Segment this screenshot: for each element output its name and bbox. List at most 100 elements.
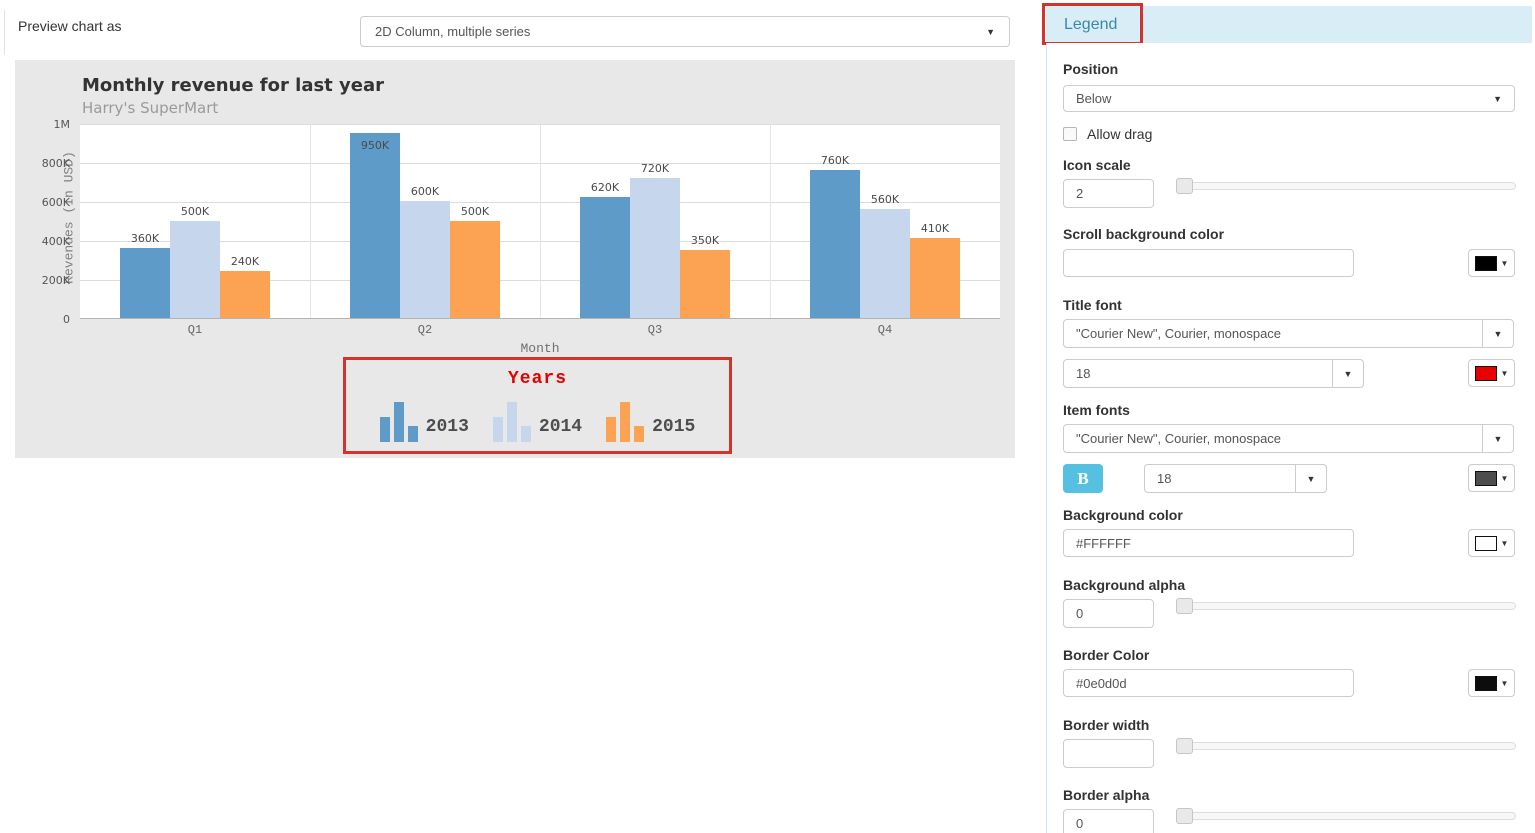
position-select[interactable]: Below ▼ [1063, 85, 1515, 112]
x-axis-title: Month [520, 341, 560, 356]
border-alpha-slider-handle[interactable] [1176, 808, 1193, 824]
bar-value-label: 350K [690, 233, 720, 247]
y-tick-label: 0 [63, 313, 70, 326]
border-color-picker[interactable]: ▼ [1468, 669, 1515, 697]
allow-drag-label: Allow drag [1087, 126, 1153, 142]
icon-scale-slider-track[interactable] [1177, 182, 1516, 190]
background-alpha-slider-handle[interactable] [1176, 598, 1193, 614]
allow-drag-checkbox[interactable] [1063, 127, 1077, 141]
icon-scale-slider-handle[interactable] [1176, 178, 1193, 194]
border-width-label: Border width [1063, 717, 1150, 733]
bar-2014-Q1[interactable] [170, 220, 220, 318]
bar-2015-Q4[interactable] [910, 238, 960, 318]
bar-2014-Q2[interactable] [400, 201, 450, 318]
title-font-color-picker[interactable]: ▼ [1468, 359, 1515, 387]
border-width-slider-track[interactable] [1177, 742, 1516, 750]
legend-title: Years [507, 369, 567, 389]
legend-settings-panel: Position Below ▼ Allow drag Icon scale S… [1046, 43, 1532, 833]
icon-bar [520, 426, 531, 442]
scroll-bg-color-label: Scroll background color [1063, 226, 1225, 242]
x-tick-label: Q1 [187, 323, 203, 337]
title-font-size-input[interactable] [1063, 359, 1333, 388]
scroll-bg-color-picker[interactable]: ▼ [1468, 249, 1515, 277]
background-alpha-label: Background alpha [1063, 577, 1186, 593]
background-color-picker[interactable]: ▼ [1468, 529, 1515, 557]
icon-scale-label: Icon scale [1063, 157, 1131, 173]
icon-scale-input[interactable] [1063, 179, 1154, 208]
item-font-size-input[interactable] [1144, 464, 1296, 493]
title-font-family-select[interactable]: "Courier New", Courier, monospace [1063, 319, 1483, 348]
legend-items: 2013 2014 2015 [346, 396, 729, 448]
bar-value-label: 560K [870, 192, 900, 206]
color-swatch [1474, 365, 1497, 381]
bar-value-label: 950K [360, 138, 390, 152]
bar-value-label: 240K [230, 255, 260, 269]
x-axis-tick-labels: Q1 Q2 Q3 Q4 [80, 323, 1000, 337]
title-font-family-value: "Courier New", Courier, monospace [1076, 326, 1282, 341]
chevron-down-icon: ▼ [1500, 258, 1509, 268]
title-font-label: Title font [1063, 297, 1122, 313]
icon-bar [620, 402, 631, 442]
series-icon [606, 402, 645, 442]
icon-bar [634, 426, 645, 442]
background-alpha-slider-track[interactable] [1177, 602, 1516, 610]
icon-bar [506, 402, 517, 442]
background-alpha-input[interactable] [1063, 599, 1154, 628]
chevron-down-icon: ▼ [1343, 368, 1353, 379]
bar-2013-Q3[interactable] [580, 197, 630, 318]
border-alpha-input[interactable] [1063, 809, 1154, 833]
x-tick-label: Q4 [877, 323, 893, 337]
border-alpha-label: Border alpha [1063, 787, 1150, 803]
y-tick-label: 400K [41, 235, 70, 248]
legend-item-label: 2015 [652, 417, 696, 437]
item-font-color-picker[interactable]: ▼ [1468, 464, 1515, 492]
color-swatch [1474, 255, 1497, 271]
border-alpha-slider-track[interactable] [1177, 812, 1516, 820]
border-width-input[interactable] [1063, 739, 1154, 768]
legend-item-label: 2013 [425, 417, 469, 437]
legend-item-label: 2014 [538, 417, 583, 437]
legend-item-2014[interactable]: 2014 [492, 402, 583, 442]
preview-chart-as-label: Preview chart as [18, 18, 122, 34]
bar-2014-Q4[interactable] [860, 208, 910, 318]
bar-2015-Q3[interactable] [680, 249, 730, 318]
border-width-slider-handle[interactable] [1176, 738, 1193, 754]
panel-tab-bar: Legend [1046, 6, 1532, 43]
chart-preview: Monthly revenue for last year Harry's Su… [15, 60, 1015, 458]
chevron-down-icon: ▼ [986, 26, 995, 37]
item-font-size-dropdown-button[interactable]: ▼ [1295, 464, 1327, 493]
chevron-down-icon: ▼ [1306, 473, 1316, 484]
chart-type-select[interactable]: 2D Column, multiple series ▼ [360, 16, 1010, 47]
y-axis-tick-labels: 0 200K 400K 600K 800K 1M [15, 118, 73, 326]
title-font-family-dropdown-button[interactable]: ▼ [1482, 319, 1514, 348]
bar-value-label: 600K [410, 185, 440, 198]
y-tick-label: 800K [41, 157, 70, 170]
bar-2015-Q2[interactable] [450, 220, 500, 318]
bold-toggle-button[interactable]: B [1063, 464, 1103, 493]
bar-2015-Q1[interactable] [220, 271, 270, 318]
title-font-size-dropdown-button[interactable]: ▼ [1332, 359, 1364, 388]
item-fonts-label: Item fonts [1063, 402, 1130, 418]
item-font-family-select[interactable]: "Courier New", Courier, monospace [1063, 424, 1483, 453]
scroll-bg-color-input[interactable] [1063, 249, 1354, 277]
bar-value-label: 360K [130, 231, 160, 245]
legend-item-2015[interactable]: 2015 [606, 402, 695, 442]
background-color-label: Background color [1063, 507, 1183, 523]
color-swatch [1474, 535, 1497, 551]
bar-2013-Q4[interactable] [810, 169, 860, 318]
bar-2013-Q1[interactable] [120, 247, 170, 318]
bar-2013-Q2[interactable] [350, 132, 400, 318]
position-value: Below [1076, 91, 1112, 106]
legend-item-2013[interactable]: 2013 [379, 402, 469, 442]
legend-annotation-box: Years 2013 2014 2015 [343, 357, 732, 454]
background-color-input[interactable] [1063, 529, 1354, 557]
plot-area: 360K 500K 240K 950K 600K 500K 620K 720K 350K 760K… [80, 124, 1000, 319]
tab-legend[interactable]: Legend [1064, 15, 1118, 33]
bar-value-label: 500K [180, 204, 210, 218]
bar-2014-Q3[interactable] [630, 177, 680, 318]
border-color-input[interactable] [1063, 669, 1354, 697]
position-label: Position [1063, 61, 1119, 77]
item-font-family-dropdown-button[interactable]: ▼ [1482, 424, 1514, 453]
bar-value-label: 620K [590, 181, 620, 195]
icon-bar [379, 417, 390, 442]
